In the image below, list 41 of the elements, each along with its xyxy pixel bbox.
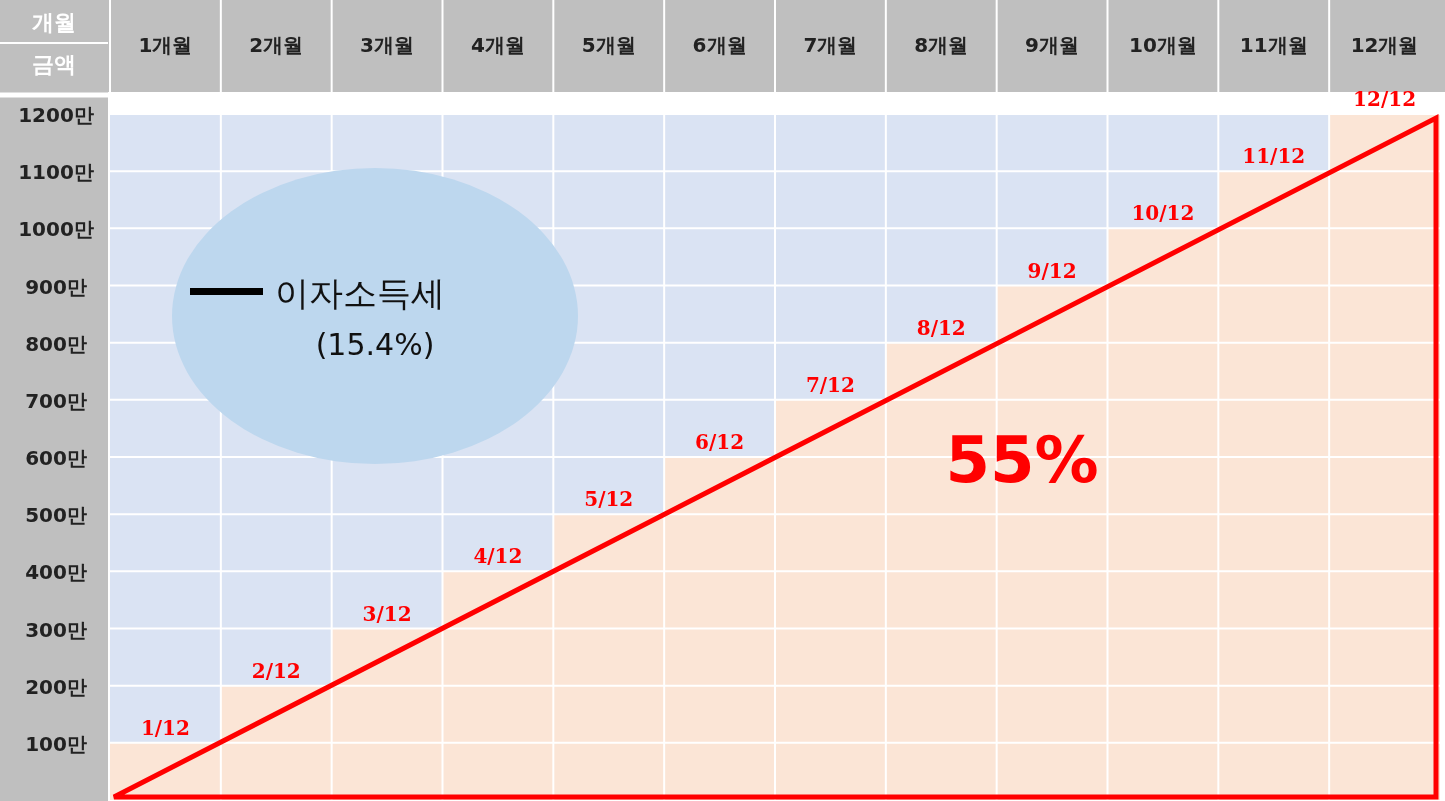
x-tick-label: 6개월 bbox=[692, 33, 747, 57]
annotation: 1/12 bbox=[140, 715, 190, 740]
annotation: 6/12 bbox=[695, 430, 745, 454]
y-tick-label: 200만 bbox=[25, 674, 87, 699]
x-tick-label: 3개월 bbox=[360, 33, 415, 57]
y-tick-label: 400만 bbox=[25, 560, 87, 585]
y-tick-label: 1000만 bbox=[18, 217, 94, 242]
annotation: 3/12 bbox=[362, 601, 412, 626]
x-tick-label: 10개월 bbox=[1128, 33, 1197, 57]
x-tick-label: 9개월 bbox=[1025, 33, 1080, 57]
y-tick-label: 800만 bbox=[25, 331, 87, 356]
x-tick-label: 11개월 bbox=[1239, 33, 1308, 57]
x-tick-label: 7개월 bbox=[803, 33, 858, 57]
y-tick-label: 1200만 bbox=[18, 103, 94, 127]
x-tick-label: 5개월 bbox=[581, 33, 636, 57]
x-tick-label: 12개월 bbox=[1350, 33, 1419, 57]
y-tick-label: 100만 bbox=[25, 731, 87, 756]
y-tick-label: 300만 bbox=[25, 617, 87, 642]
y-tick-label: 900만 bbox=[25, 274, 87, 299]
annotation: 5/12 bbox=[584, 487, 634, 512]
annotation: 9/12 bbox=[1027, 258, 1077, 283]
annotation: 55% bbox=[945, 423, 1099, 497]
y-tick-label: 500만 bbox=[25, 503, 87, 528]
x-tick-label: 2개월 bbox=[249, 33, 304, 57]
annotation: 4/12 bbox=[473, 544, 523, 569]
y-tick-label: 700만 bbox=[25, 388, 87, 413]
y-tick-label: 1100만 bbox=[18, 160, 94, 185]
x-axis-title: 개월 bbox=[32, 10, 76, 35]
x-tick-label: 8개월 bbox=[914, 33, 969, 57]
annotation: 2/12 bbox=[251, 658, 301, 683]
annotation: 7/12 bbox=[805, 372, 855, 397]
y-axis-title: 금액 bbox=[32, 52, 76, 77]
y-tick-label: 600만 bbox=[25, 446, 87, 470]
annotation: (15.4%) bbox=[315, 327, 435, 362]
annotation: 11/12 bbox=[1242, 144, 1306, 169]
x-tick-label: 1개월 bbox=[138, 33, 193, 57]
annotation: 10/12 bbox=[1131, 201, 1195, 226]
annotation: 8/12 bbox=[916, 315, 966, 340]
annotation: 12/12 bbox=[1353, 87, 1417, 111]
annotation: 이자소득세 bbox=[275, 273, 445, 313]
x-tick-label: 4개월 bbox=[470, 33, 525, 57]
